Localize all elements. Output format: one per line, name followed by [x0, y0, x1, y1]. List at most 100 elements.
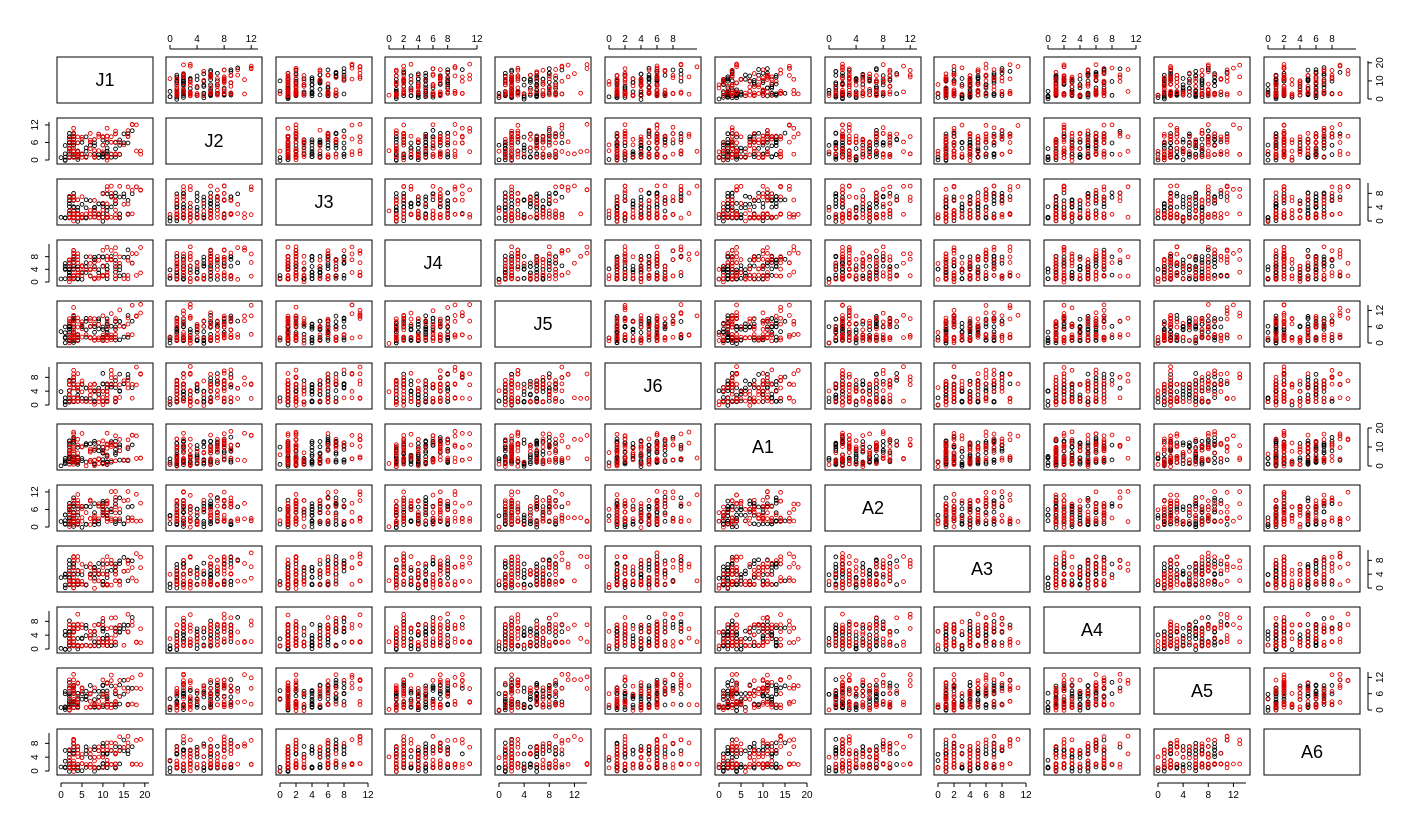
- data-point: [833, 73, 839, 78]
- data-point: [638, 187, 644, 193]
- data-point: [515, 67, 521, 73]
- data-point: [678, 62, 684, 68]
- data-point: [1305, 130, 1311, 136]
- data-point: [646, 89, 652, 94]
- data-point: [1007, 62, 1013, 68]
- data-point: [991, 125, 997, 131]
- data-point: [1109, 140, 1115, 146]
- data-point: [401, 67, 407, 73]
- data-point: [1337, 91, 1343, 96]
- data-point: [716, 149, 722, 155]
- data-point: [1109, 65, 1115, 71]
- data-point: [1045, 146, 1051, 151]
- data-point: [104, 137, 110, 143]
- data-point: [187, 92, 193, 98]
- data-point: [638, 80, 644, 86]
- panel-frame: [275, 117, 373, 165]
- data-point: [521, 134, 527, 140]
- data-point: [646, 67, 652, 73]
- panel-J2-vs-A3: [933, 117, 1031, 165]
- data-point: [546, 92, 552, 98]
- data-point: [528, 92, 533, 98]
- data-point: [756, 76, 761, 82]
- data-point: [317, 69, 323, 74]
- data-point: [1231, 65, 1236, 71]
- data-point: [778, 148, 783, 154]
- data-point: [228, 80, 234, 85]
- panel-frame: [604, 178, 702, 226]
- panel-frame: [714, 56, 812, 104]
- data-point: [194, 84, 200, 89]
- data-point: [194, 73, 200, 79]
- data-point: [1155, 148, 1161, 154]
- data-point: [349, 122, 355, 128]
- data-point: [1289, 148, 1295, 154]
- data-point: [401, 87, 407, 93]
- data-point: [235, 211, 241, 216]
- data-point: [357, 121, 363, 127]
- data-point: [606, 148, 612, 154]
- data-point: [108, 139, 114, 145]
- panel-frame: [824, 117, 922, 165]
- data-point: [167, 76, 173, 81]
- data-point: [578, 90, 584, 96]
- data-point: [646, 65, 652, 71]
- data-point: [791, 151, 797, 157]
- data-point: [235, 65, 241, 71]
- data-point: [614, 73, 620, 78]
- data-point: [408, 80, 414, 85]
- data-point: [174, 82, 180, 88]
- data-point: [760, 200, 766, 206]
- data-point: [622, 76, 628, 82]
- data-point: [496, 148, 502, 154]
- data-point: [187, 63, 193, 69]
- data-point: [743, 218, 748, 224]
- data-point: [333, 90, 339, 96]
- data-point: [1345, 151, 1351, 157]
- data-point: [201, 82, 207, 88]
- data-point: [1218, 134, 1224, 140]
- data-point: [1045, 88, 1051, 94]
- data-point: [614, 88, 620, 94]
- data-point: [729, 207, 735, 213]
- data-point: [108, 204, 114, 210]
- data-point: [285, 89, 291, 95]
- data-point: [901, 149, 906, 154]
- data-point: [662, 92, 668, 98]
- data-point: [221, 67, 227, 73]
- data-point: [430, 83, 436, 89]
- data-point: [534, 89, 540, 95]
- data-point: [515, 90, 521, 96]
- data-point: [415, 83, 421, 89]
- data-point: [943, 187, 949, 192]
- data-point: [662, 208, 668, 214]
- panel-J2-vs-J3: [275, 117, 373, 165]
- data-point: [221, 74, 227, 80]
- data-point: [277, 148, 283, 154]
- data-point: [423, 73, 429, 79]
- panel-J2-vs-A5: [1153, 117, 1251, 165]
- data-point: [553, 92, 558, 98]
- data-point: [235, 201, 241, 207]
- data-point: [546, 89, 552, 95]
- data-point: [437, 187, 443, 192]
- data-point: [622, 70, 628, 76]
- data-point: [415, 92, 421, 98]
- data-point: [521, 82, 527, 88]
- data-point: [502, 89, 508, 95]
- data-point: [528, 72, 533, 78]
- data-point: [437, 67, 443, 72]
- data-point: [349, 65, 355, 71]
- data-point: [201, 95, 207, 101]
- data-point: [174, 76, 180, 82]
- data-point: [553, 198, 558, 204]
- data-point: [285, 78, 291, 84]
- panel-J1-vs-J3: [275, 56, 373, 104]
- data-point: [874, 73, 879, 78]
- data-point: [654, 69, 660, 74]
- data-point: [725, 131, 731, 137]
- data-point: [228, 67, 234, 73]
- data-point: [215, 81, 220, 87]
- data-point: [534, 78, 540, 84]
- panel-J3-vs-J6: [604, 178, 702, 226]
